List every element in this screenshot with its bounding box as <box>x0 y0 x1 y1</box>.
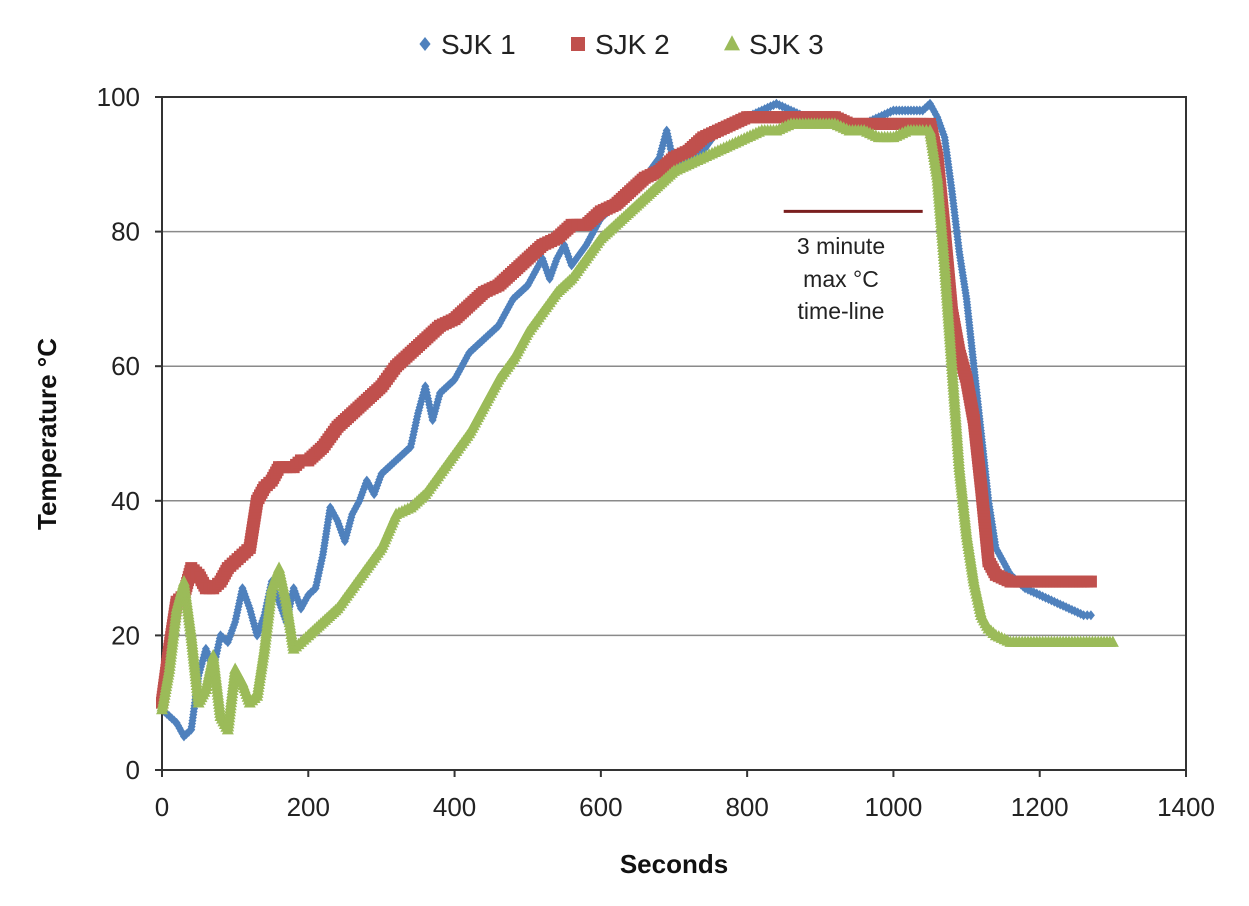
series-3-group <box>156 117 1119 735</box>
x-tick-label-0: 0 <box>155 792 169 822</box>
y-tick-label-60: 60 <box>111 351 140 381</box>
legend-marker-2 <box>571 37 585 51</box>
series-1-point-89 <box>1086 610 1095 621</box>
y-tick-label-40: 40 <box>111 486 140 516</box>
legend-marker-1 <box>419 37 431 51</box>
x-tick-label-600: 600 <box>579 792 622 822</box>
legend-label-2: SJK 2 <box>595 29 670 60</box>
x-axis-title: Seconds <box>620 849 728 879</box>
annotation-group: 3 minute max °C time-line <box>783 209 923 324</box>
x-tick-label-400: 400 <box>433 792 476 822</box>
y-tick-label-100: 100 <box>97 82 140 112</box>
annotation-text-line-3: time-line <box>798 298 885 324</box>
legend-marker-3 <box>724 35 740 51</box>
y-tick-label-20: 20 <box>111 620 140 650</box>
annotation-text-line-2: max °C <box>803 266 879 292</box>
y-axis-title: Temperature °C <box>32 338 62 530</box>
legend: SJK 1 SJK 2 SJK 3 <box>419 29 824 60</box>
annotation-text-line-1: 3 minute <box>797 233 885 259</box>
x-tick-label-800: 800 <box>725 792 768 822</box>
x-tick-label-200: 200 <box>287 792 330 822</box>
y-tick-label-80: 80 <box>111 217 140 247</box>
series-2-point-79 <box>1084 575 1097 588</box>
x-tick-label-1200: 1200 <box>1011 792 1069 822</box>
x-tick-label-1000: 1000 <box>865 792 923 822</box>
gridlines <box>162 230 1186 637</box>
series-layer <box>156 98 1119 742</box>
series-3-point-80 <box>1106 635 1119 647</box>
plot-border <box>161 96 1187 771</box>
legend-label-3: SJK 3 <box>749 29 824 60</box>
y-tick-label-0: 0 <box>126 755 140 785</box>
legend-label-1: SJK 1 <box>441 29 516 60</box>
x-tick-label-1400: 1400 <box>1157 792 1215 822</box>
